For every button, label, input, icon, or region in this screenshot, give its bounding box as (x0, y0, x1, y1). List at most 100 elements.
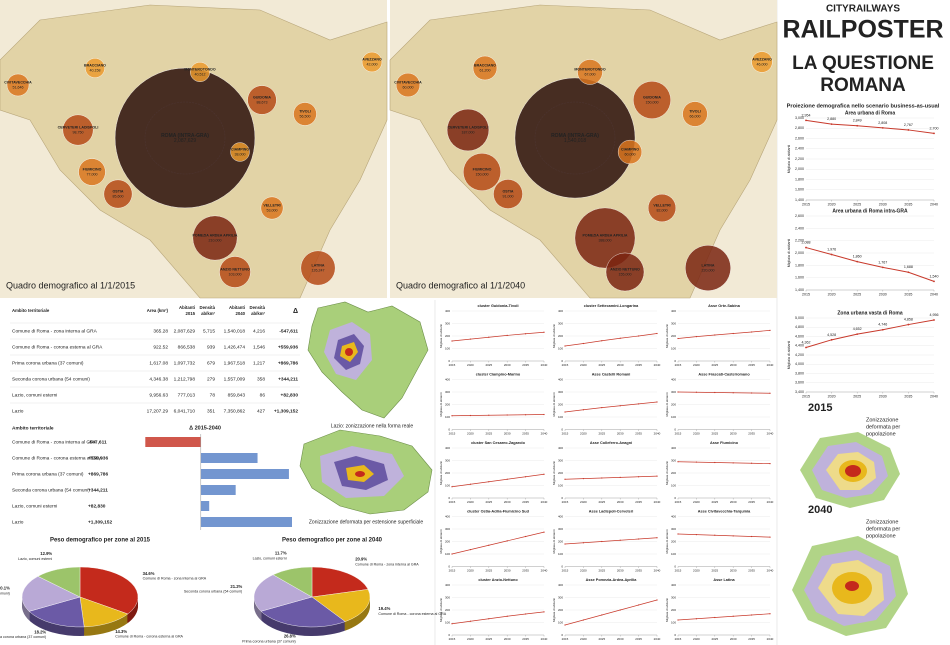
table-header: ab/km² (201, 311, 215, 316)
line-point (830, 123, 833, 126)
pie-slice (37, 566, 81, 598)
x-tick-label: 2040 (654, 568, 661, 572)
y-tick-label: 1,800 (795, 177, 804, 181)
x-tick-label: 2040 (654, 500, 661, 504)
bubble-value: 40,512 (195, 72, 206, 76)
y-tick-label: 0 (561, 564, 563, 568)
chart-title: cluster Ciampino-Marino (476, 373, 521, 377)
y-tick-label: 400 (558, 583, 563, 587)
table-cell: 777,013 (178, 392, 196, 398)
population-bubble (260, 196, 284, 220)
line-point (619, 405, 621, 407)
x-tick-label: 2030 (879, 395, 887, 399)
line-point (732, 615, 734, 617)
bubble-name: OSTIA (503, 189, 514, 193)
table-cell: 1,546 (253, 344, 265, 350)
x-tick-label: 2030 (730, 637, 737, 641)
line-series (451, 531, 545, 555)
y-tick-label: 400 (671, 514, 676, 518)
y-tick-label: 200 (671, 334, 676, 338)
bubble-value: 60,000 (403, 85, 414, 89)
line-point (769, 536, 771, 538)
bubble-value: 67,000 (585, 72, 596, 76)
y-tick-label: 300 (671, 595, 676, 599)
line-point (524, 414, 527, 416)
y-tick-label: 400 (445, 583, 450, 587)
pie-slice (253, 574, 313, 612)
x-tick-label: 2015 (675, 500, 682, 504)
y-axis-label: Migliaia di abitanti (665, 324, 669, 348)
x-tick-label: 2025 (598, 637, 605, 641)
logo: RAILPOSTER (782, 16, 943, 44)
y-tick-label: 300 (671, 527, 676, 531)
y-tick-label: 0 (561, 633, 563, 637)
x-tick-label: 2030 (730, 431, 737, 435)
x-tick-label: 2030 (617, 500, 624, 504)
x-tick-label: 2035 (748, 363, 755, 367)
chart-title: Asse Ladispoli-Cerveteri (589, 510, 634, 514)
population-bubble (300, 250, 336, 286)
line-point (469, 338, 472, 340)
x-tick-label: 2035 (904, 203, 912, 207)
y-tick-label: 200 (445, 539, 450, 543)
line-point (524, 333, 527, 335)
line-point (907, 271, 910, 274)
point-label: 2,954 (802, 113, 811, 117)
chart-title: cluster Guidonia-Tivoli (477, 304, 518, 308)
lazio-deformed-caption: Zonizzazione deformata per estensione su… (309, 519, 423, 525)
y-tick-label: 100 (558, 552, 563, 556)
population-bubble (647, 193, 677, 223)
line-point (769, 613, 771, 615)
x-tick-label: 2040 (767, 568, 774, 572)
subtitle: Proiezione demografica nello scenario bu… (787, 103, 940, 109)
bubble-name: CIVITAVECCHIA (394, 80, 422, 84)
y-tick-label: 1,400 (795, 198, 804, 202)
bubble-name: CIAMPINO (231, 147, 249, 151)
pie-value-label: 14.3% (115, 629, 127, 634)
cartogram-caption: popolazione (866, 431, 896, 437)
population-bubble (395, 72, 421, 98)
table-cell: Prima corona urbana (37 comuni) (12, 360, 84, 366)
line-point (695, 618, 698, 620)
x-tick-label: 2030 (730, 363, 737, 367)
y-tick-label: 300 (558, 595, 563, 599)
table-cell: 4,216 (253, 328, 265, 334)
bubble-value: 46,000 (757, 62, 768, 66)
bubble-name: MONTEROTONDO (574, 67, 605, 71)
x-tick-label: 2015 (449, 500, 456, 504)
bubble-name: ROMA (INTRA-GRA) (161, 133, 209, 139)
table-cell: 7,350,862 (224, 408, 246, 414)
table-header: Abitanti (229, 305, 245, 310)
y-tick-label: 100 (445, 346, 450, 350)
population-bubble (574, 207, 636, 269)
pie-category: Lazio, comuni esterni (18, 557, 52, 561)
bubble-value: 77,000 (87, 172, 98, 176)
x-tick-label: 2035 (522, 637, 529, 641)
table-cell: 866,538 (178, 344, 196, 350)
map: ROMA (INTRA-GRA)1,540,018 POMEZIA ARDEA A… (389, 0, 778, 299)
x-tick-label: 2030 (617, 431, 624, 435)
delta-bar (200, 485, 236, 495)
delta-category: Seconda corona urbana (54 comuni) (12, 487, 90, 493)
pie-value-label: 20.1% (0, 585, 10, 590)
x-tick-label: 2025 (711, 500, 718, 504)
table-cell: 86 (260, 392, 266, 398)
population-bubble (78, 158, 106, 186)
y-axis-label: Migliaia di abitanti (787, 239, 791, 268)
bubble-name: LATINA (702, 263, 715, 267)
line-point (907, 129, 910, 131)
line-point (582, 619, 585, 621)
x-tick-label: 2025 (598, 568, 605, 572)
x-tick-label: 2040 (767, 500, 774, 504)
point-label: 4,746 (878, 323, 887, 327)
table-cell: 9,956.63 (149, 392, 168, 398)
line-series (564, 475, 658, 480)
y-tick-label: 0 (561, 496, 563, 500)
x-tick-label: 2015 (449, 363, 456, 367)
pie-value-label: 19.4% (378, 606, 390, 611)
table-header: Densità (249, 305, 265, 310)
x-tick-label: 2025 (711, 363, 718, 367)
pie-value-label: 26.8% (284, 633, 296, 638)
x-tick-label: 2025 (853, 293, 861, 297)
